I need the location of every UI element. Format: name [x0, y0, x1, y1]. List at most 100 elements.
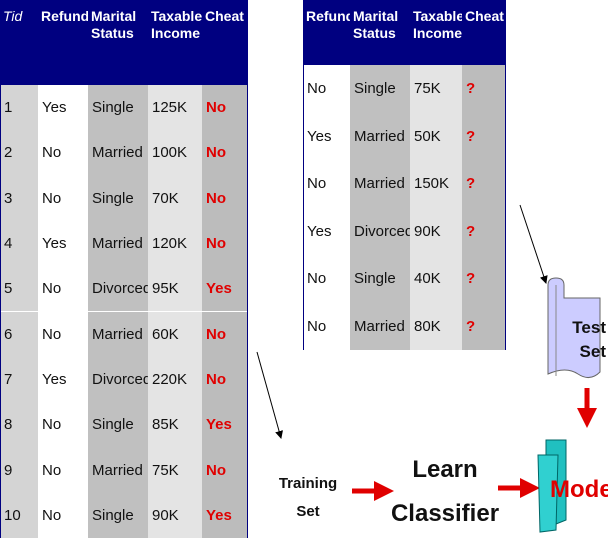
table-cell: No: [303, 302, 350, 350]
table-cell: Single: [88, 402, 148, 448]
table-cell: Single: [350, 65, 410, 113]
header-cell: Cheat: [462, 0, 506, 65]
table-cell: 2: [0, 130, 38, 176]
header-cell: Tid: [0, 0, 38, 85]
table-cell: No: [38, 266, 88, 312]
table-cell: 70K: [148, 175, 202, 221]
learn-classifier-label: Learn Classifier: [390, 448, 500, 536]
test-set-label: Test Set: [560, 316, 606, 364]
table-cell: Yes: [303, 112, 350, 160]
table-cell: Married: [88, 220, 148, 267]
table-cell: No: [202, 447, 248, 493]
table-cell: 5: [0, 266, 38, 312]
table-cell: Single: [88, 85, 148, 131]
table-cell: Yes: [38, 356, 88, 403]
table-cell: ?: [462, 207, 506, 255]
table-cell: ?: [462, 160, 506, 208]
table-cell: No: [38, 130, 88, 176]
table-cell: 85K: [148, 402, 202, 448]
label-line: Training: [278, 475, 338, 492]
table-cell: Divorced: [88, 356, 148, 403]
table-cell: 40K: [410, 255, 462, 303]
table-cell: ?: [462, 255, 506, 303]
table-cell: Yes: [38, 220, 88, 267]
table-cell: 60K: [148, 311, 202, 357]
table-cell: ?: [462, 112, 506, 160]
table-cell: 90K: [148, 492, 202, 538]
header-cell: Refund: [303, 0, 354, 65]
table-cell: 9: [0, 447, 38, 493]
table-cell: No: [202, 356, 248, 403]
table-border: [0, 0, 248, 538]
header-cell: Taxable Income: [148, 0, 202, 85]
header-cell: Taxable Income: [410, 0, 464, 65]
table-cell: ?: [462, 65, 506, 113]
table-cell: Married: [88, 130, 148, 176]
table-cell: 4: [0, 220, 38, 267]
table-cell: 8: [0, 402, 38, 448]
table-cell: Single: [350, 255, 410, 303]
arrow: [519, 204, 548, 284]
table-cell: 120K: [148, 220, 202, 267]
table-cell: Yes: [303, 207, 350, 255]
table-cell: 80K: [410, 302, 462, 350]
table-cell: 125K: [148, 85, 202, 131]
label-line: Test: [572, 318, 606, 337]
table-cell: No: [38, 492, 88, 538]
table-cell: 10: [0, 492, 38, 538]
table-cell: No: [38, 447, 88, 493]
table-cell: Yes: [202, 266, 248, 312]
training-set-label: Training Set: [268, 470, 348, 526]
table-cell: No: [303, 65, 350, 113]
table-cell: No: [202, 220, 248, 267]
table-cell: Divorced: [350, 207, 410, 255]
label-line: Classifier: [390, 500, 500, 527]
table-cell: No: [38, 311, 88, 357]
table-cell: 1: [0, 85, 38, 131]
table-cell: Married: [350, 302, 410, 350]
model-icon: [537, 454, 559, 533]
table-cell: No: [38, 175, 88, 221]
label-line: Learn: [412, 456, 478, 483]
table-cell: Yes: [202, 402, 248, 448]
table-cell: 75K: [410, 65, 462, 113]
table-cell: Married: [88, 311, 148, 357]
model-label: Model: [550, 476, 608, 503]
table-cell: No: [202, 130, 248, 176]
table-cell: Married: [88, 447, 148, 493]
table-cell: ?: [462, 302, 506, 350]
header-cell: Refund: [38, 0, 89, 85]
table-border: [303, 0, 506, 350]
table-cell: 3: [0, 175, 38, 221]
header-cell: Marital Status: [88, 0, 148, 85]
table-cell: Married: [350, 112, 410, 160]
table-cell: Divorced: [88, 266, 148, 312]
table-cell: No: [303, 255, 350, 303]
label-line: Set: [296, 503, 320, 520]
table-cell: 150K: [410, 160, 462, 208]
test-set-icon: [547, 277, 601, 378]
table-cell: Single: [88, 175, 148, 221]
table-cell: No: [202, 311, 248, 357]
table-cell: 50K: [410, 112, 462, 160]
table-cell: 95K: [148, 266, 202, 312]
header-cell: Cheat: [202, 0, 248, 85]
table-cell: 75K: [148, 447, 202, 493]
table-cell: 90K: [410, 207, 462, 255]
table-cell: 7: [0, 356, 38, 403]
table-cell: No: [303, 160, 350, 208]
table-cell: 220K: [148, 356, 202, 403]
table-cell: No: [202, 85, 248, 131]
arrow: [256, 351, 283, 439]
table-cell: Yes: [202, 492, 248, 538]
table-cell: 6: [0, 311, 38, 357]
table-cell: 100K: [148, 130, 202, 176]
table-cell: No: [38, 402, 88, 448]
header-cell: Marital Status: [350, 0, 410, 65]
table-cell: Married: [350, 160, 410, 208]
table-cell: Yes: [38, 85, 88, 131]
label-line: Set: [579, 342, 606, 361]
table-cell: Single: [88, 492, 148, 538]
